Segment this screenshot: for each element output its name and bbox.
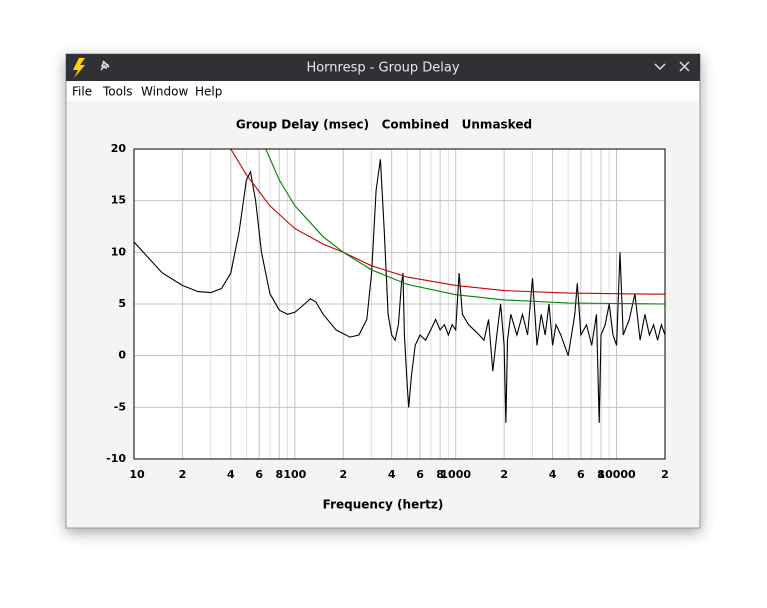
menu-bar <box>67 81 699 101</box>
x-tick-label: 100 <box>283 468 306 481</box>
plot-border <box>133 148 666 460</box>
x-tick-label: 2 <box>500 468 508 481</box>
pin-button[interactable] <box>100 60 110 71</box>
x-tick-label: 8 <box>275 468 283 481</box>
series-line <box>230 149 665 295</box>
app-icon <box>73 58 85 78</box>
x-tick-label: 8 <box>436 468 444 481</box>
x-tick-label: 6 <box>416 468 424 481</box>
menu-item[interactable]: Tools <box>102 85 133 99</box>
window-title: Hornresp - Group Delay <box>306 61 459 76</box>
x-tick-label: 4 <box>227 468 235 481</box>
x-tick-label: 4 <box>388 468 396 481</box>
y-tick-label: -5 <box>114 400 126 413</box>
series-line <box>265 149 665 305</box>
x-tick-label: 8 <box>597 468 605 481</box>
x-tick-label: 2 <box>339 468 347 481</box>
menu-item[interactable]: Help <box>195 85 222 99</box>
y-tick-label: 5 <box>118 297 126 310</box>
y-tick-label: 10 <box>111 245 127 258</box>
x-tick-label: 4 <box>549 468 557 481</box>
x-tick-label: 10 <box>129 468 145 481</box>
x-tick-label: 1000 <box>440 468 471 481</box>
y-tick-label: 0 <box>118 349 126 362</box>
x-tick-label: 6 <box>255 468 263 481</box>
chart-title: Group Delay (msec) Combined Unmasked <box>236 118 532 132</box>
x-tick-label: 2 <box>179 468 187 481</box>
x-axis-label: Frequency (hertz) <box>323 498 444 512</box>
y-tick-label: 20 <box>111 142 127 155</box>
minimize-button[interactable] <box>654 63 666 71</box>
x-tick-label: 6 <box>577 468 585 481</box>
menu-item[interactable]: Window <box>141 85 189 99</box>
x-tick-label: 10000 <box>597 468 636 481</box>
close-button[interactable] <box>679 61 690 72</box>
y-tick-label: 15 <box>111 194 126 207</box>
title-bar <box>66 54 700 81</box>
x-tick-label: 2 <box>661 468 669 481</box>
y-tick-label: -10 <box>106 452 126 465</box>
series-line <box>134 159 665 423</box>
menu-item[interactable]: File <box>72 85 92 99</box>
